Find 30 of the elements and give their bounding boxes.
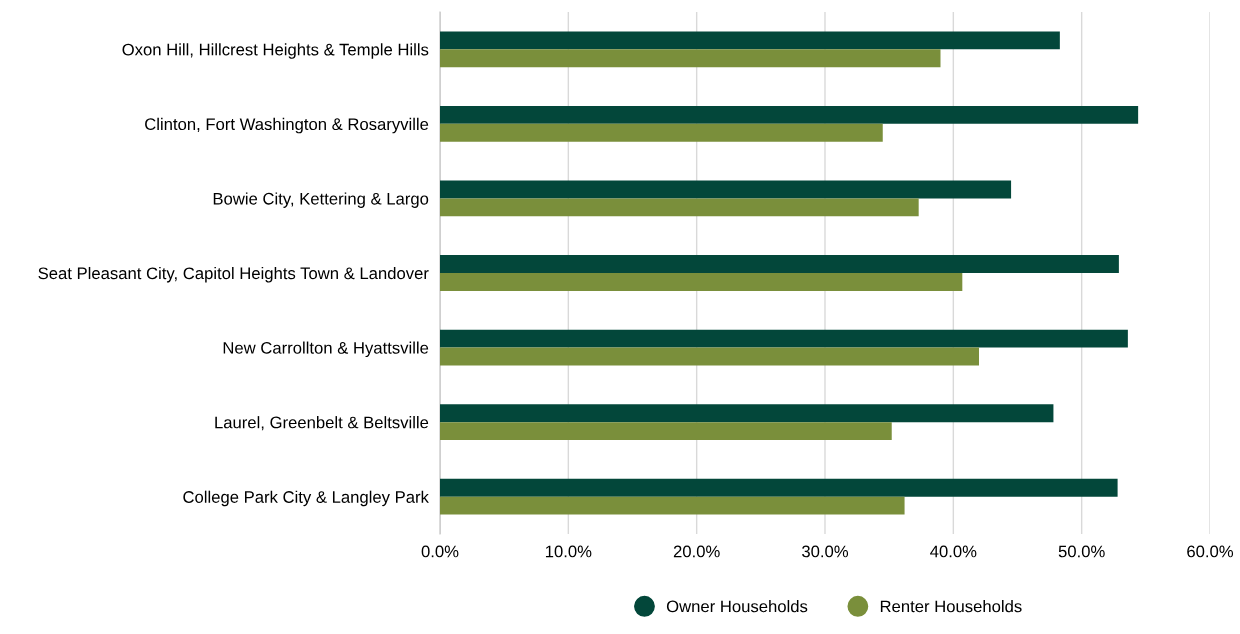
bar — [440, 180, 1012, 199]
bar — [440, 329, 1128, 348]
x-tick-label: 20.0% — [673, 545, 720, 558]
bar — [440, 255, 1119, 273]
y-tick-label: Clinton, Fort Washington & Rosaryville — [145, 117, 429, 134]
x-tick-label: 0.0% — [421, 545, 459, 558]
x-tick-label: 40.0% — [930, 545, 977, 558]
bar — [440, 347, 979, 366]
y-tick-label: Laurel, Greenbelt & Beltsville — [215, 416, 429, 431]
bar — [440, 198, 919, 217]
x-tick-label: 30.0% — [802, 545, 849, 558]
x-tick-label: 50.0% — [1058, 545, 1105, 558]
x-tick-label: 60.0% — [1187, 545, 1234, 558]
bar — [440, 422, 892, 441]
bar — [440, 404, 1054, 423]
bar — [440, 105, 1139, 124]
y-tick-label: Bowie City, Kettering & Largo — [213, 192, 429, 208]
y-tick-label: Oxon Hill, Hillcrest Heights & Temple Hills — [122, 43, 429, 59]
bar — [440, 478, 1118, 497]
legend-label: Owner Households — [666, 600, 808, 613]
bar — [440, 31, 1060, 50]
y-tick-label: College Park City & Langley Park — [183, 490, 429, 507]
bar — [440, 273, 963, 291]
y-tick-label: Seat Pleasant City, Capitol Heights Town & Landover — [38, 266, 429, 283]
bar — [440, 496, 905, 515]
x-tick-label: 10.0% — [545, 545, 592, 558]
y-tick-label: New Carrollton & Hyattsville — [223, 341, 429, 358]
bar — [440, 49, 941, 68]
bar — [440, 123, 883, 142]
legend-label: Renter Households — [880, 600, 1022, 613]
